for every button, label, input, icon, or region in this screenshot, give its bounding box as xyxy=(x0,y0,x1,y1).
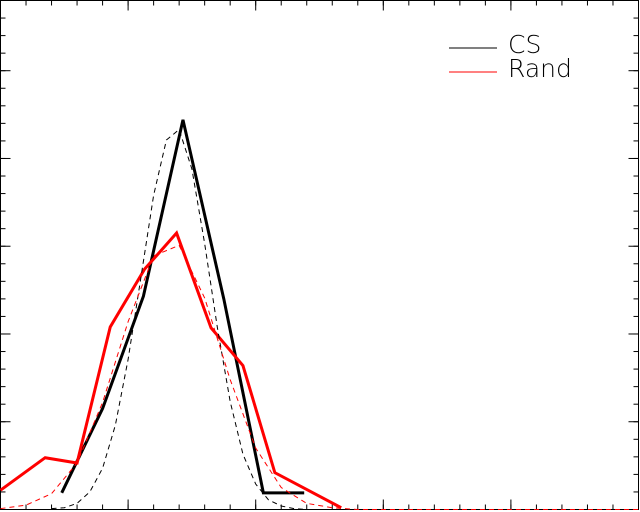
legend-label: Rand xyxy=(508,54,572,83)
data-line xyxy=(60,119,305,495)
legend-label: CS xyxy=(508,30,541,59)
data-line xyxy=(0,230,342,510)
fit-curve xyxy=(0,244,639,510)
